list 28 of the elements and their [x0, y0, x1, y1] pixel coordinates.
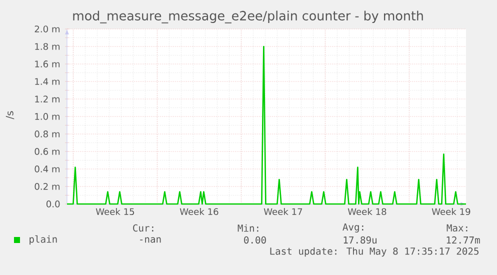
text: 17.89u	[344, 236, 376, 244]
y-tick-label: 2.0 m	[34, 26, 60, 32]
x-tick-label: Week 17	[264, 208, 302, 216]
x-tick-label: Week 15	[96, 208, 134, 216]
y-tick-label: 0.6 m	[34, 148, 60, 155]
x-tick-label: Week 19	[432, 208, 470, 216]
text: 12.77m	[446, 236, 480, 244]
text: 0.00	[244, 236, 266, 244]
y-tick-label: 0.4 m	[34, 166, 60, 172]
y-tick-label: 1.0 m	[35, 113, 60, 120]
y-tick-label: 1.4 m	[35, 78, 60, 85]
x-tick-label: Week 18	[348, 208, 386, 216]
x-tick-label: Week 16	[180, 208, 218, 216]
y-tick-label: 0.2 m	[34, 183, 60, 190]
y-tick-label: 1.2 m	[35, 96, 60, 102]
y-tick-label: 1.6 m	[35, 60, 60, 68]
text: Min:	[238, 224, 258, 232]
legend-label: plain	[30, 235, 57, 245]
y-tick-label: 0.8 m	[34, 130, 60, 138]
y-axis-title: /s	[6, 111, 14, 120]
text: -nan	[140, 237, 161, 243]
text: Avg:	[342, 223, 364, 233]
text: Cur:	[133, 224, 154, 232]
y-tick-label: 1.8 m	[35, 43, 60, 50]
y-tick-label: 0.0	[46, 200, 60, 208]
text: Last update: Thu May 8 17:35:17 2025	[270, 247, 478, 257]
chart-title: mod_measure_message_e2ee/plain counter - by month	[73, 10, 423, 24]
text: Max:	[446, 224, 468, 232]
